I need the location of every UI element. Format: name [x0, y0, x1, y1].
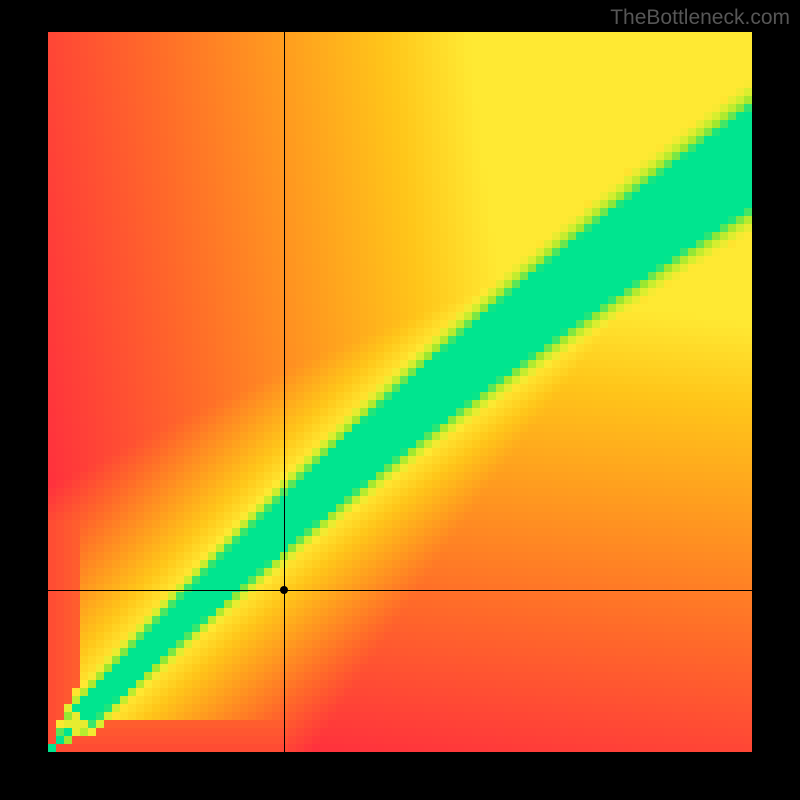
heatmap-canvas	[48, 32, 752, 752]
watermark-text: TheBottleneck.com	[610, 6, 790, 30]
heatmap-plot	[48, 32, 752, 752]
crosshair-marker-dot	[280, 586, 288, 594]
crosshair-vertical	[284, 32, 285, 752]
chart-container: TheBottleneck.com	[0, 0, 800, 800]
crosshair-horizontal	[48, 590, 752, 591]
